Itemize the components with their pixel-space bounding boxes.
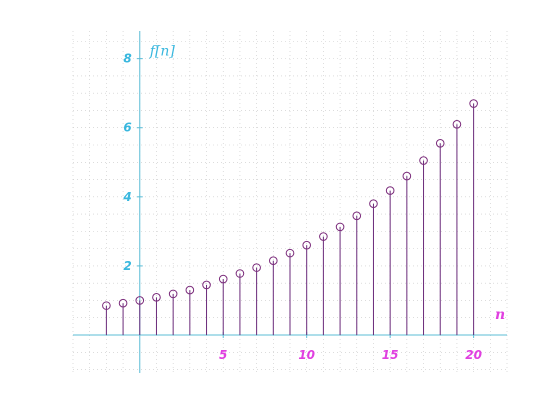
stem-marker xyxy=(252,263,261,272)
x-tick-label: 20 xyxy=(465,348,482,362)
stem-marker xyxy=(352,211,362,221)
stems xyxy=(102,99,478,335)
y-tick-label: 8 xyxy=(123,52,131,66)
stem-marker xyxy=(269,256,278,266)
y-tick-label: 4 xyxy=(122,190,131,204)
stem-marker xyxy=(235,269,245,278)
stem-marker xyxy=(369,199,378,209)
stem-marker xyxy=(469,99,478,108)
x-axis-label: n xyxy=(495,307,505,323)
stem-marker xyxy=(452,119,462,129)
stem-marker xyxy=(135,296,145,305)
stem-marker xyxy=(385,186,395,195)
stem-marker xyxy=(218,274,228,284)
stem-marker xyxy=(285,248,295,258)
stem-marker xyxy=(152,293,161,302)
stem-marker xyxy=(335,222,345,232)
stem-marker xyxy=(302,240,311,250)
stem-marker xyxy=(102,301,111,310)
stem-marker xyxy=(185,285,195,295)
stem-marker xyxy=(168,289,178,299)
stem-marker xyxy=(402,171,412,181)
stem-marker xyxy=(118,298,128,308)
y-tick-label: 6 xyxy=(123,121,131,135)
tick-labels: 5 10 15 20 2 4 6 8 xyxy=(122,52,482,362)
stem-marker xyxy=(202,280,211,290)
stem-marker xyxy=(319,232,328,241)
y-axis-label: f[n] xyxy=(149,44,176,60)
stem-marker xyxy=(435,138,445,148)
x-tick-label: 5 xyxy=(219,348,227,362)
x-tick-label: 15 xyxy=(382,348,399,362)
stem-marker xyxy=(419,156,428,165)
y-tick-label: 2 xyxy=(123,259,131,273)
x-tick-label: 10 xyxy=(298,348,315,362)
